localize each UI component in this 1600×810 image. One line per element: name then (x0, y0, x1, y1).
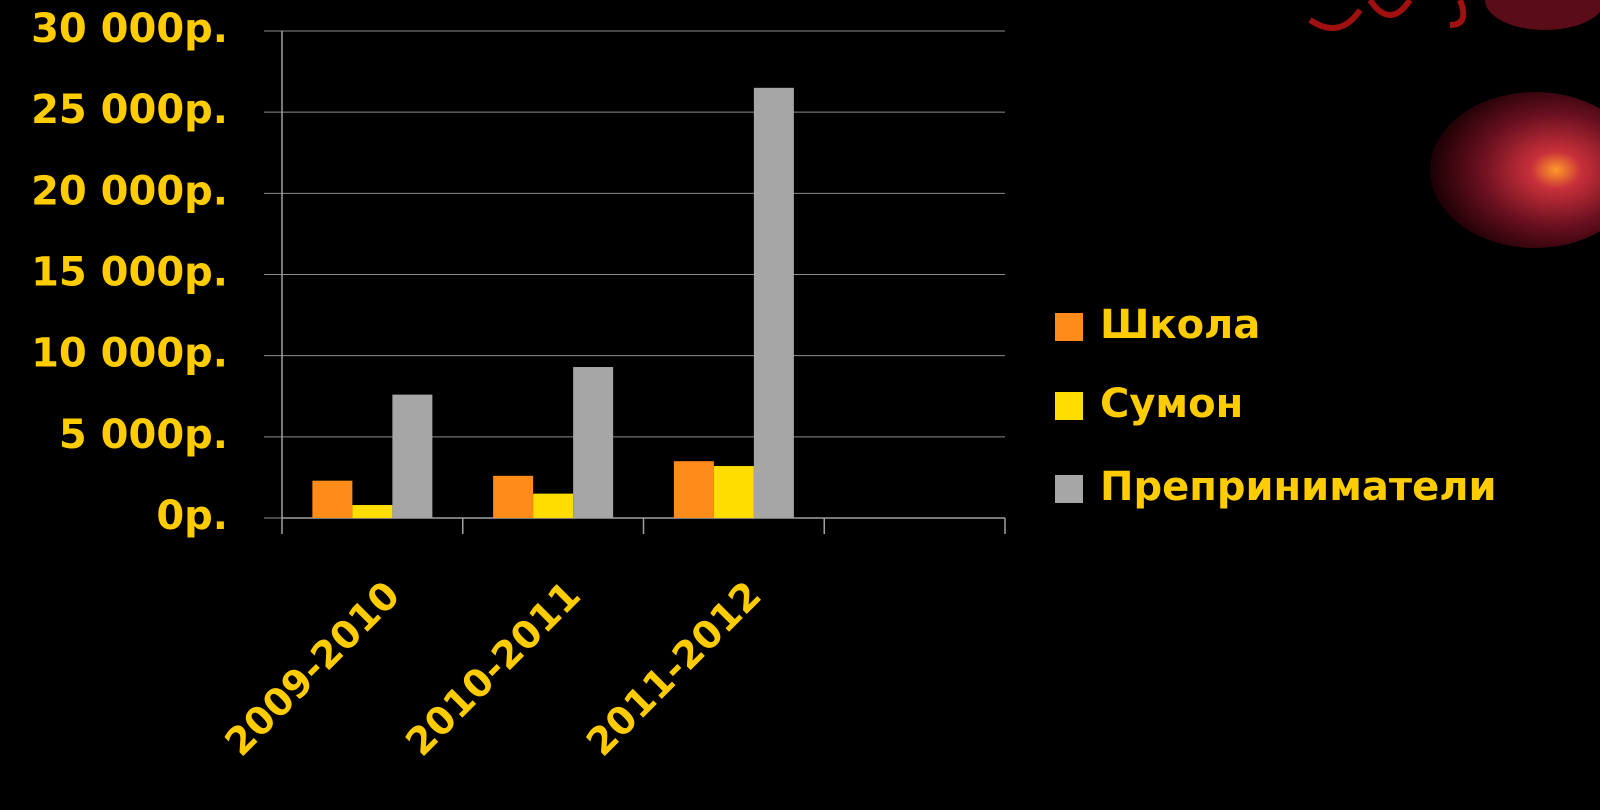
bar (753, 87, 794, 519)
y-tick-label: 0р. (156, 493, 228, 539)
x-tick-label: 2011-2012 (578, 573, 770, 765)
y-tick-label: 30 000р. (31, 6, 228, 52)
legend-swatch (1055, 313, 1083, 341)
y-tick-label: 20 000р. (31, 168, 228, 214)
bar (713, 466, 754, 518)
bar (312, 480, 353, 518)
decor-swirl (1308, 0, 1467, 31)
y-tick-label: 5 000р. (59, 412, 228, 458)
y-tick-label: 15 000р. (31, 250, 228, 296)
bar (533, 493, 574, 518)
y-tick-label: 10 000р. (31, 331, 228, 377)
legend-swatch (1055, 475, 1083, 503)
legend-swatch (1055, 392, 1083, 420)
bar (352, 505, 393, 518)
y-tick-label: 25 000р. (31, 87, 228, 133)
x-tick-label: 2010-2011 (397, 573, 589, 765)
bar (392, 394, 433, 518)
bar (493, 475, 534, 518)
decor-orb (1430, 92, 1600, 248)
legend-label: Сумон (1100, 381, 1243, 427)
legend-label: Школа (1100, 302, 1260, 348)
legend-label: Преприниматели (1100, 464, 1497, 510)
x-tick-label: 2009-2010 (216, 573, 408, 765)
decor-orb-top (1485, 0, 1600, 30)
bar (573, 367, 614, 518)
bar (673, 461, 714, 518)
